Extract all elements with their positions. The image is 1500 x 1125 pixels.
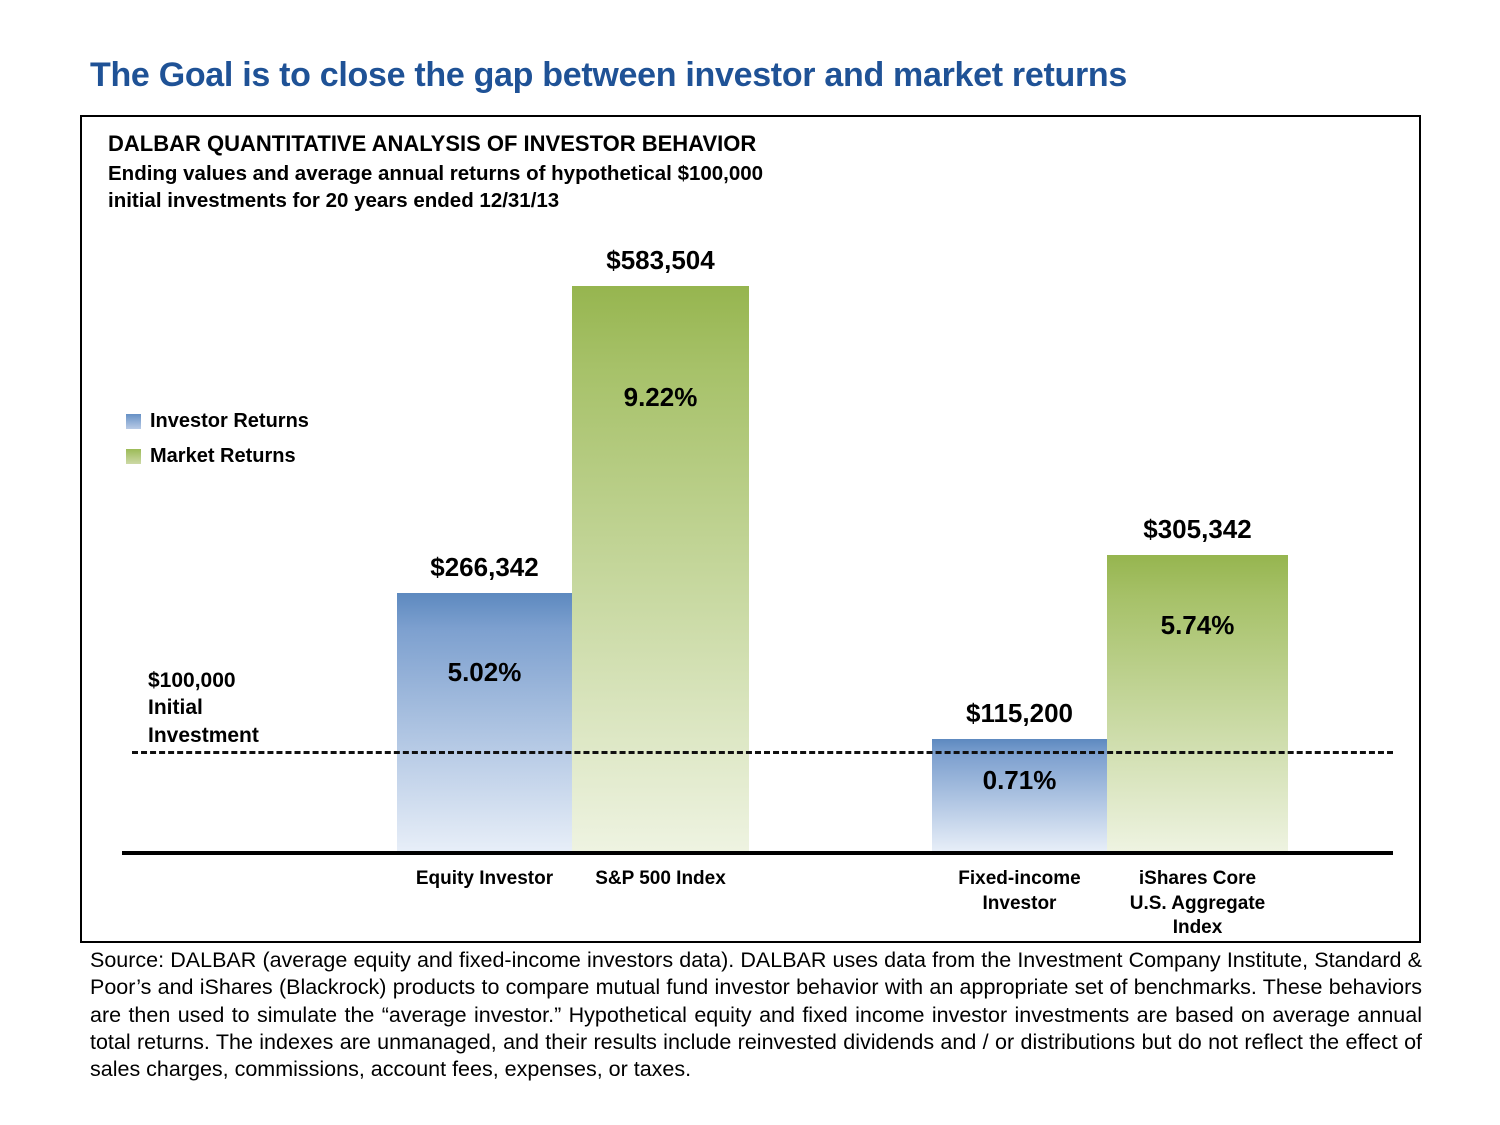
bar-value-label: $583,504 <box>606 245 715 275</box>
bar-return-label: 9.22% <box>623 382 698 412</box>
initial-investment-baseline <box>132 751 1393 754</box>
bar-equity-investor: 5.02% <box>397 593 572 851</box>
chart-subtitle: Ending values and average annual returns… <box>108 162 764 212</box>
axis-label-equity-investor: Equity Investor <box>415 868 554 889</box>
bar-value-label: $266,342 <box>430 552 539 582</box>
chart-heading: DALBAR QUANTITATIVE ANALYSIS OF INVESTOR… <box>108 131 757 156</box>
bar-return-label: 5.74% <box>1160 610 1235 640</box>
bar-return-label: 0.71% <box>982 765 1057 795</box>
investor-returns-swatch-icon <box>126 413 141 429</box>
axis-label-fixed-income-investor: Fixed-income Investor <box>958 868 1081 914</box>
bar-value-label: $115,200 <box>965 698 1073 728</box>
x-axis-labels: Equity Investor S&P 500 Index Fixed-inco… <box>122 867 1393 942</box>
x-axis-line <box>122 851 1393 855</box>
axis-label-ishares-core-aggregate: iShares Core U.S. Aggregate Index <box>1129 868 1266 939</box>
bar-fixed-income-investor: 0.71% <box>932 739 1107 851</box>
bar-return-label: 5.02% <box>447 657 522 687</box>
page-title: The Goal is to close the gap between inv… <box>90 56 1127 94</box>
bar-sp500-index: 9.22% <box>572 286 749 851</box>
bar-value-label: $305,342 <box>1143 514 1252 544</box>
axis-label-sp500-index: S&P 500 Index <box>595 868 726 889</box>
market-returns-swatch-icon <box>126 448 141 464</box>
legend: Investor Returns Market Returns <box>126 409 309 479</box>
legend-label: Market Returns <box>150 444 296 467</box>
legend-item-market-returns: Market Returns <box>126 444 309 468</box>
legend-item-investor-returns: Investor Returns <box>126 409 309 433</box>
chart-panel: DALBAR QUANTITATIVE ANALYSIS OF INVESTOR… <box>80 115 1421 943</box>
source-note: Source: DALBAR (average equity and fixed… <box>90 948 1422 1082</box>
legend-label: Investor Returns <box>150 409 309 432</box>
bar-ishares-core-aggregate: 5.74% <box>1107 555 1288 851</box>
initial-investment-label: $100,000 Initial Investment <box>148 669 259 747</box>
plot-area: $266,342 5.02% $583,504 9.22% $115,200 0… <box>122 117 1393 851</box>
